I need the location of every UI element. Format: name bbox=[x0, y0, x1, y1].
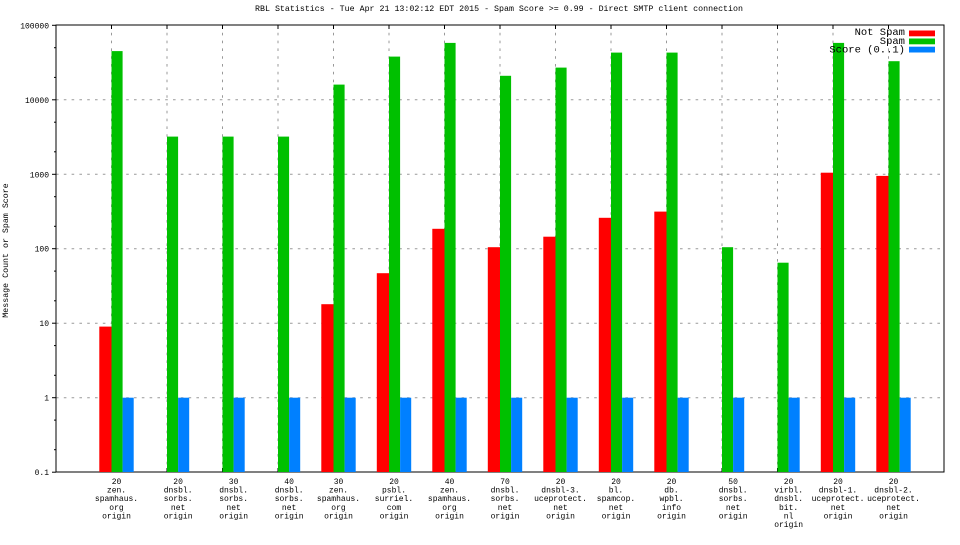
svg-text:origin: origin bbox=[102, 512, 131, 521]
svg-text:0.1: 0.1 bbox=[35, 469, 50, 478]
svg-text:origin: origin bbox=[164, 512, 193, 521]
svg-text:10000: 10000 bbox=[25, 97, 49, 106]
svg-text:origin: origin bbox=[879, 512, 908, 521]
svg-text:1000: 1000 bbox=[30, 171, 49, 180]
svg-text:origin: origin bbox=[602, 512, 631, 521]
svg-text:Message Count or Spam Score: Message Count or Spam Score bbox=[2, 183, 11, 317]
svg-text:RBL Statistics - Tue Apr 21 13: RBL Statistics - Tue Apr 21 13:02:12 EDT… bbox=[255, 4, 743, 14]
svg-text:1: 1 bbox=[44, 395, 49, 404]
svg-text:origin: origin bbox=[774, 521, 803, 530]
svg-text:100000: 100000 bbox=[20, 22, 49, 31]
svg-text:origin: origin bbox=[657, 512, 686, 521]
svg-text:Score (0..1): Score (0..1) bbox=[829, 45, 905, 57]
svg-text:origin: origin bbox=[491, 512, 520, 521]
svg-text:100: 100 bbox=[35, 246, 50, 255]
svg-text:origin: origin bbox=[275, 512, 304, 521]
svg-text:origin: origin bbox=[719, 512, 748, 521]
svg-text:origin: origin bbox=[824, 512, 853, 521]
svg-text:origin: origin bbox=[546, 512, 575, 521]
svg-text:origin: origin bbox=[219, 512, 248, 521]
svg-text:origin: origin bbox=[324, 512, 353, 521]
svg-text:origin: origin bbox=[435, 512, 464, 521]
svg-text:10: 10 bbox=[39, 320, 49, 329]
svg-text:origin: origin bbox=[380, 512, 409, 521]
